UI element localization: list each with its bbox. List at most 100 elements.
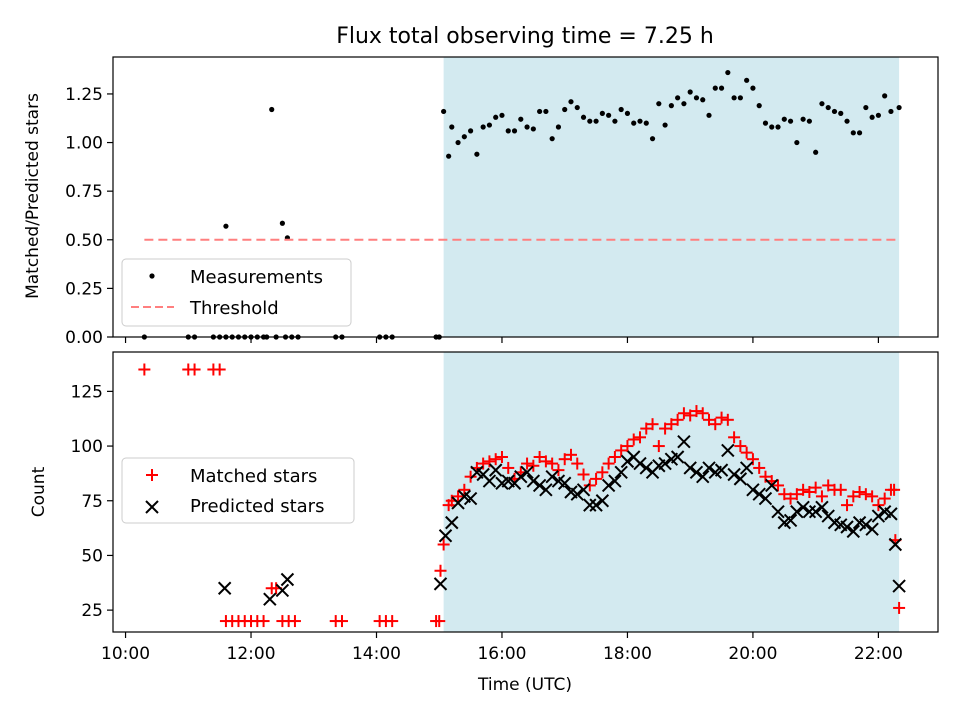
measurement-point [511, 128, 518, 134]
matched-star-point [888, 483, 901, 496]
matched-star-point [677, 407, 690, 420]
measurement-point [712, 85, 718, 91]
top-observing-window-shade [443, 57, 900, 337]
matched-star-point [583, 479, 596, 492]
measurement-point [493, 114, 499, 120]
matched-star-point [386, 615, 399, 628]
predicted-star-point [892, 579, 906, 593]
matched-star-point [696, 407, 709, 420]
matched-star-point [495, 451, 508, 463]
measurement-point [543, 108, 549, 115]
measurement-point [731, 95, 737, 101]
x-tick-label: 12:00 [227, 644, 276, 664]
matched-star-point [778, 488, 791, 501]
top-legend: Measurements Threshold [121, 258, 352, 327]
matched-star-point [437, 538, 450, 551]
matched-star-point [659, 422, 672, 435]
predicted-star-point [733, 472, 748, 486]
measurement-point [668, 103, 674, 109]
matched-star-point [665, 418, 678, 431]
top-measurement-points [141, 69, 902, 340]
predicted-star-point [696, 469, 710, 484]
predicted-star-point [815, 500, 829, 515]
matched-star-point [527, 459, 540, 472]
measurement-point [549, 136, 555, 142]
measurement-point [750, 85, 756, 91]
predicted-star-point [463, 491, 478, 506]
predicted-star-point [739, 461, 754, 475]
bottom-observing-window-shade [443, 352, 900, 632]
matched-star-point [502, 461, 515, 474]
matched-star-point [859, 488, 872, 501]
predicted-star-point [639, 461, 653, 475]
predicted-star-point [438, 529, 453, 543]
measurement-point [888, 108, 894, 115]
legend-matched-marker [146, 469, 158, 481]
measurement-point [869, 114, 875, 120]
matched-star-point [709, 418, 722, 431]
measurement-point [896, 104, 902, 111]
matched-star-point [690, 405, 703, 418]
matched-star-point [853, 486, 866, 498]
matched-star-point [633, 431, 646, 444]
bottom-y-axis-ticks: 25 50 75 100 125 [71, 382, 113, 621]
measurement-point [662, 122, 668, 128]
predicted-star-point [539, 483, 553, 497]
measurement-point [223, 223, 229, 229]
matched-star-point [138, 363, 151, 376]
predicted-star-point [771, 504, 785, 519]
predicted-star-point [765, 478, 779, 493]
matched-star-point [539, 455, 552, 468]
legend-measurements-label: Measurements [190, 267, 323, 288]
predicted-star-point [608, 474, 622, 488]
matched-star-point [288, 615, 301, 628]
measurement-point [787, 118, 794, 124]
matched-stars-points [138, 363, 906, 628]
matched-star-point [803, 486, 816, 498]
bottom-y-tick-label: 50 [81, 546, 103, 566]
measurement-point [524, 124, 530, 130]
measurement-point [744, 77, 750, 83]
predicted-stars-points [217, 434, 906, 606]
top-panel: 0.00 0.25 0.50 0.75 1.00 1.25 Matched/Predict… [23, 56, 939, 348]
measurement-point [762, 120, 769, 126]
matched-star-point [784, 492, 797, 505]
measurement-point [518, 116, 524, 122]
measurement-point [574, 104, 580, 111]
matched-star-point [602, 457, 615, 470]
measurement-point [637, 118, 643, 124]
measurement-point [769, 124, 775, 130]
top-y-axis-ticks: 0.00 0.25 0.50 0.75 1.00 1.25 [65, 85, 113, 348]
measurement-point [269, 106, 275, 113]
top-y-tick-label: 0.75 [65, 182, 103, 202]
predicted-star-point [263, 592, 277, 606]
predicted-star-point [746, 483, 760, 497]
matched-star-point [564, 448, 577, 461]
measurement-point [693, 95, 700, 101]
bottom-x-axis-ticks: 10:00 12:00 14:00 16:00 18:00 20:00 22:00 [101, 632, 903, 664]
predicted-star-point [658, 456, 672, 471]
measurement-point [700, 97, 706, 103]
predicted-star-point [702, 461, 716, 475]
predicted-star-point [570, 487, 584, 501]
matched-star-point [464, 470, 477, 483]
bottom-y-tick-label: 25 [81, 601, 103, 621]
measurement-point [825, 104, 831, 111]
measurement-point [446, 153, 452, 159]
measurement-point [568, 99, 574, 105]
predicted-star-point [614, 465, 628, 480]
top-y-axis-label: Matched/Predicted stars [23, 93, 43, 299]
measurement-point [656, 101, 662, 107]
predicted-star-point [482, 474, 497, 488]
bottom-y-tick-label: 75 [81, 492, 103, 512]
measurement-point [882, 93, 888, 99]
bottom-y-tick-label: 100 [71, 437, 103, 457]
predicted-star-point [445, 515, 459, 530]
measurement-point [794, 139, 800, 146]
measurement-point [681, 101, 687, 107]
measurement-point [279, 220, 285, 226]
bottom-y-tick-label: 125 [71, 382, 103, 402]
x-tick-label: 22:00 [854, 644, 903, 664]
matched-star-point [878, 492, 891, 505]
